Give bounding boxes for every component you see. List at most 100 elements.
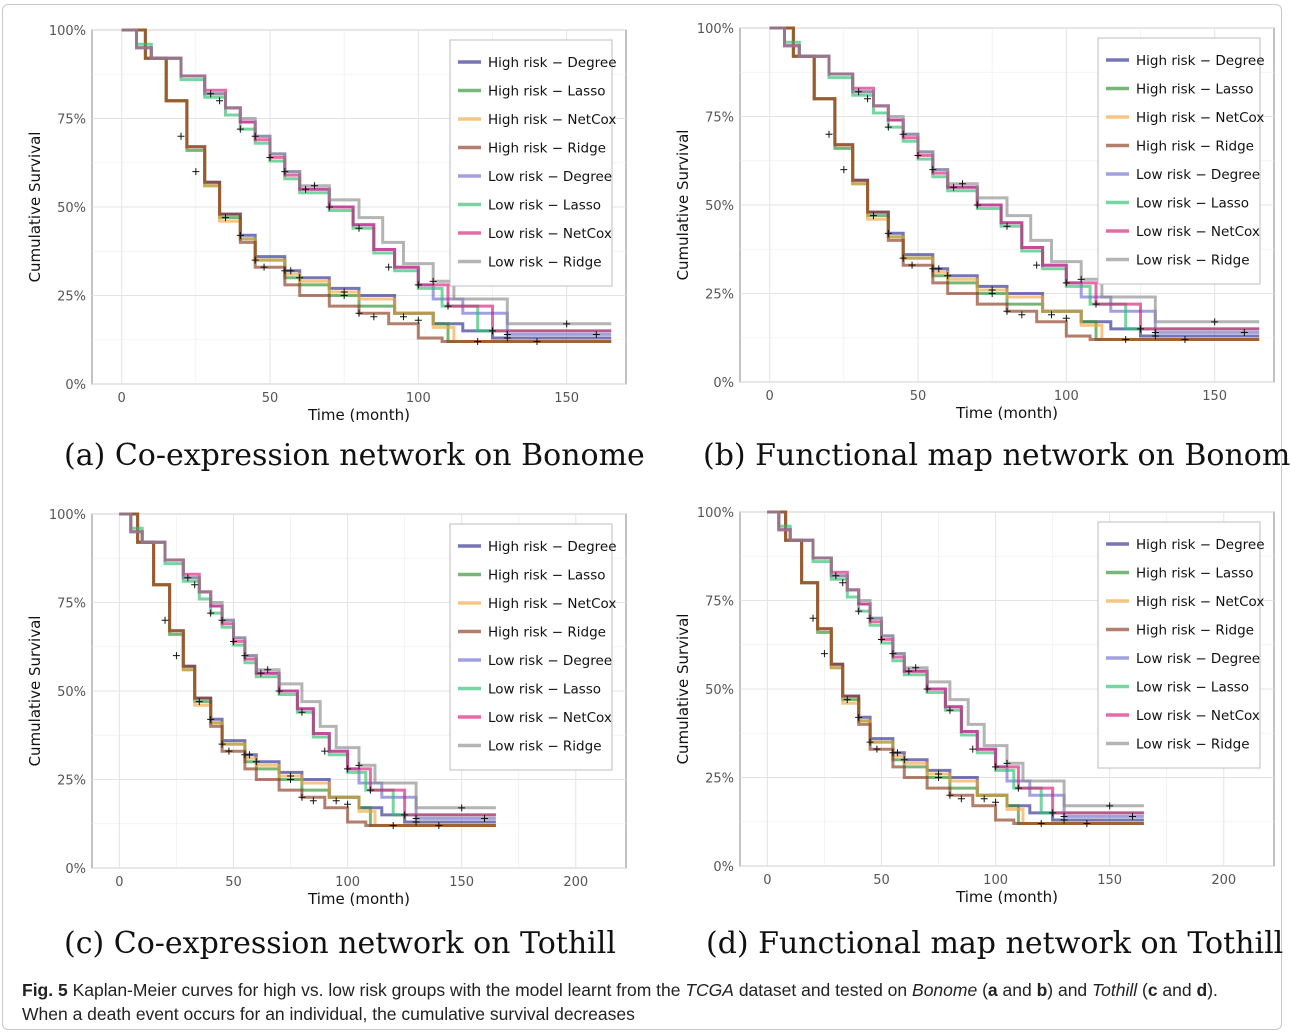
y-tick-label: 100% — [697, 22, 734, 37]
censor-mark — [923, 685, 931, 693]
censor-mark — [241, 652, 249, 660]
censor-mark — [820, 650, 828, 658]
censor-mark — [912, 664, 920, 672]
censor-mark — [389, 822, 397, 830]
y-tick-label: 100% — [697, 506, 734, 521]
survival-curves — [769, 26, 1260, 341]
censor-mark — [251, 256, 259, 264]
censor-mark — [1151, 328, 1159, 336]
km-curve — [767, 510, 1144, 825]
x-tick-label: 50 — [262, 391, 279, 406]
censor-mark — [900, 756, 908, 764]
legend-label: Low risk − Lasso — [488, 682, 601, 698]
km-curve — [769, 26, 1260, 341]
censor-mark — [355, 224, 363, 232]
subcaption-c: (c) Co-expression network on Tothill — [64, 926, 616, 961]
censor-mark — [218, 616, 226, 624]
censor-mark — [344, 800, 352, 808]
censor-mark — [1014, 784, 1022, 792]
censor-mark — [309, 797, 317, 805]
x-tick-label: 0 — [763, 873, 771, 888]
caption-text-3: ( — [977, 980, 988, 1000]
censor-mark — [980, 795, 988, 803]
x-tick-label: 50 — [225, 875, 242, 890]
km-plot-a: 0% 25% 50% 75% 100% 0 50 100 150 Time (month) Cumu… — [26, 24, 627, 424]
censor-mark — [592, 330, 600, 338]
legend-label: Low risk − Degree — [488, 653, 612, 669]
x-axis-title: Time (month) — [307, 890, 410, 908]
censor-mark — [344, 765, 352, 773]
censor-marks — [809, 572, 1137, 828]
censor-mark — [914, 151, 922, 159]
y-tick-label: 25% — [57, 290, 86, 305]
legend-label: Low risk − NetCox — [1136, 708, 1260, 724]
censor-mark — [899, 254, 907, 262]
legend-label: High risk − Lasso — [1136, 82, 1254, 98]
censor-mark — [414, 281, 422, 289]
legend-label: Low risk − Ridge — [1136, 253, 1250, 269]
legend-label: High risk − Degree — [488, 55, 617, 71]
censor-mark — [296, 274, 304, 282]
censor-mark — [207, 90, 215, 98]
legend: High risk − Degree High risk − Lasso High … — [1097, 37, 1265, 285]
censor-mark — [839, 579, 847, 587]
censor-mark — [908, 261, 916, 269]
x-tick-label: 100 — [983, 873, 1008, 888]
legend-box — [449, 523, 613, 771]
censor-mark — [825, 130, 833, 138]
y-tick-label: 75% — [705, 595, 734, 610]
censor-mark — [1122, 336, 1130, 344]
censor-mark — [245, 751, 253, 759]
x-tick-label: 0 — [118, 391, 126, 406]
y-tick-label: 25% — [705, 772, 734, 787]
survival-curves — [121, 28, 612, 343]
censor-mark — [298, 708, 306, 716]
x-axis-title: Time (month) — [307, 406, 410, 424]
legend-label: Low risk − Lasso — [488, 198, 601, 214]
censor-mark — [843, 696, 851, 704]
censor-mark — [889, 650, 897, 658]
censor-mark — [1003, 307, 1011, 315]
censor-mark — [275, 687, 283, 695]
y-tick-label: 50% — [705, 199, 734, 214]
x-tick-label: 100 — [335, 875, 360, 890]
censor-mark — [905, 667, 913, 675]
censor-mark — [332, 797, 340, 805]
legend-label: Low risk − Lasso — [1136, 680, 1249, 696]
censor-mark — [929, 166, 937, 174]
censor-mark — [236, 231, 244, 239]
legend-box — [449, 39, 613, 287]
subcaption-d: (d) Functional map network on Tothill — [706, 926, 1284, 961]
x-tick-label: 150 — [1202, 389, 1227, 404]
censor-mark — [1062, 314, 1070, 322]
y-tick-label: 100% — [49, 24, 86, 39]
censor-mark — [161, 616, 169, 624]
censor-mark — [302, 185, 310, 193]
km-plot-c: 0% 25% 50% 75% 100% 0 50 100 150 200 Time (month) C… — [26, 508, 627, 908]
censor-mark — [251, 132, 259, 140]
legend-label: High risk − NetCox — [488, 112, 616, 128]
legend-label: High risk − Degree — [1136, 537, 1265, 553]
legend: High risk − Degree High risk − Lasso High … — [449, 39, 617, 287]
figure-caption: Fig. 5 Kaplan-Meier curves for high vs. … — [22, 978, 1262, 1026]
censor-mark — [832, 572, 840, 580]
censor-mark — [950, 183, 958, 191]
y-tick-label: 75% — [57, 597, 86, 612]
legend-label: Low risk − Degree — [488, 169, 612, 185]
censor-mark — [218, 740, 226, 748]
y-tick-label: 75% — [57, 113, 86, 128]
censor-mark — [1060, 812, 1068, 820]
censor-mark — [1211, 318, 1219, 326]
censor-mark — [355, 309, 363, 317]
censor-mark — [988, 290, 996, 297]
legend-label: High risk − Lasso — [488, 84, 606, 100]
censor-mark — [192, 168, 200, 176]
legend-label: High risk − Ridge — [488, 625, 606, 641]
censor-mark — [1003, 222, 1011, 230]
censor-mark — [489, 327, 496, 335]
legend-label: High risk − NetCox — [1136, 110, 1264, 126]
censor-mark — [287, 776, 295, 783]
censor-mark — [1092, 300, 1100, 308]
censor-mark — [216, 97, 224, 105]
y-axis-title: Cumulative Survival — [26, 132, 44, 283]
